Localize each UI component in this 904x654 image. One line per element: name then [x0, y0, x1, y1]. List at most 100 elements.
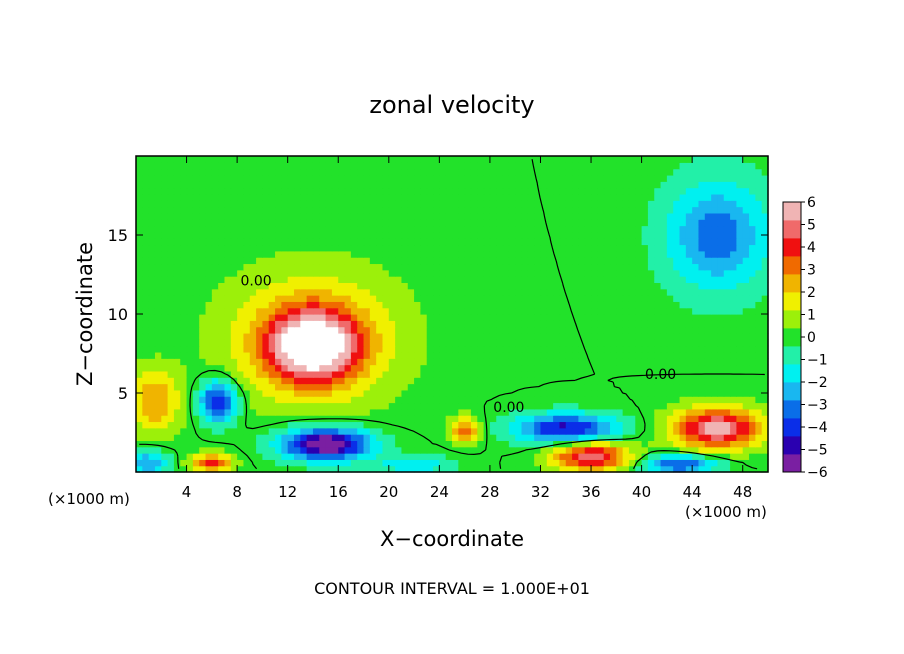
heatmap-cell	[565, 415, 573, 423]
heatmap-cell	[420, 358, 428, 366]
heatmap-cell	[502, 206, 510, 214]
heatmap-cell	[540, 389, 548, 397]
heatmap-cell	[363, 364, 371, 372]
heatmap-cell	[654, 465, 662, 473]
heatmap-cell	[148, 345, 156, 353]
heatmap-cell	[673, 351, 681, 359]
heatmap-cell	[540, 156, 548, 163]
heatmap-cell	[369, 250, 377, 258]
heatmap-cell	[723, 326, 731, 334]
heatmap-cell	[262, 250, 270, 258]
heatmap-cell	[685, 339, 693, 347]
heatmap-cell	[211, 314, 219, 321]
heatmap-cell	[186, 307, 194, 315]
heatmap-cell	[483, 162, 491, 170]
heatmap-cell	[369, 276, 377, 283]
heatmap-cell	[388, 427, 396, 435]
heatmap-cell	[331, 200, 339, 208]
heatmap-cell	[218, 168, 226, 176]
heatmap-cell	[635, 231, 643, 239]
heatmap-cell	[730, 459, 737, 467]
heatmap-cell	[148, 219, 156, 227]
heatmap-cell	[148, 181, 156, 189]
heatmap-cell	[268, 156, 276, 163]
heatmap-cell	[635, 351, 643, 359]
heatmap-cell	[654, 320, 662, 328]
heatmap-cell	[287, 307, 295, 315]
heatmap-cell	[483, 364, 491, 372]
heatmap-cell	[256, 244, 263, 252]
heatmap-cell	[294, 244, 301, 252]
chart-title: zonal velocity	[369, 91, 534, 119]
heatmap-cell	[654, 453, 662, 460]
heatmap-cell	[275, 282, 282, 290]
heatmap-cell	[243, 276, 251, 283]
heatmap-cell	[521, 453, 529, 460]
heatmap-cell	[211, 219, 219, 227]
heatmap-cell	[186, 383, 194, 391]
heatmap-cell	[452, 193, 459, 201]
heatmap-cell	[730, 314, 737, 321]
heatmap-cell	[761, 345, 769, 353]
heatmap-cell	[584, 396, 592, 404]
heatmap-cell	[572, 250, 579, 258]
heatmap-cell	[407, 370, 415, 378]
heatmap-cell	[603, 440, 611, 448]
heatmap-cell	[508, 364, 516, 372]
heatmap-cell	[268, 351, 276, 359]
heatmap-cell	[173, 276, 181, 283]
heatmap-cell	[489, 389, 497, 397]
heatmap-cell	[395, 225, 403, 233]
heatmap-cell	[470, 225, 478, 233]
heatmap-cell	[312, 168, 320, 176]
heatmap-cell	[730, 212, 737, 220]
heatmap-cell	[331, 206, 339, 214]
heatmap-cell	[508, 269, 516, 277]
heatmap-cell	[464, 415, 472, 423]
heatmap-cell	[730, 257, 737, 265]
heatmap-cell	[685, 219, 693, 227]
heatmap-cell	[464, 408, 472, 416]
heatmap-cell	[287, 320, 295, 328]
heatmap-cell	[458, 389, 466, 397]
heatmap-cell	[452, 244, 459, 252]
heatmap-cell	[496, 370, 504, 378]
heatmap-cell	[477, 326, 485, 334]
heatmap-cell	[749, 446, 756, 454]
heatmap-cell	[363, 181, 371, 189]
heatmap-cell	[502, 339, 510, 347]
heatmap-cell	[565, 250, 573, 258]
heatmap-cell	[445, 326, 453, 334]
heatmap-cell	[736, 307, 744, 315]
heatmap-cell	[350, 263, 358, 271]
heatmap-cell	[369, 244, 377, 252]
heatmap-cell	[161, 307, 169, 315]
heatmap-cell	[515, 257, 523, 265]
heatmap-cell	[483, 225, 491, 233]
heatmap-cell	[458, 320, 466, 328]
heatmap-cell	[477, 314, 485, 321]
heatmap-cell	[363, 421, 371, 429]
heatmap-cell	[237, 314, 245, 321]
heatmap-cell	[148, 408, 156, 416]
heatmap-cell	[534, 389, 542, 397]
heatmap-cell	[300, 396, 308, 404]
heatmap-cell	[306, 421, 314, 429]
heatmap-cell	[249, 465, 257, 473]
heatmap-cell	[698, 257, 706, 265]
heatmap-cell	[698, 288, 706, 296]
heatmap-cell	[306, 320, 314, 328]
heatmap-cell	[654, 295, 662, 302]
heatmap-cell	[192, 219, 200, 227]
heatmap-cell	[142, 453, 150, 460]
heatmap-cell	[641, 459, 649, 467]
heatmap-cell	[679, 415, 687, 423]
heatmap-cell	[211, 168, 219, 176]
heatmap-cell	[294, 421, 301, 429]
heatmap-cell	[761, 282, 769, 290]
heatmap-cell	[628, 351, 636, 359]
heatmap-cell	[294, 326, 301, 334]
heatmap-cell	[306, 415, 314, 423]
heatmap-cell	[502, 301, 510, 309]
heatmap-cell	[597, 389, 605, 397]
